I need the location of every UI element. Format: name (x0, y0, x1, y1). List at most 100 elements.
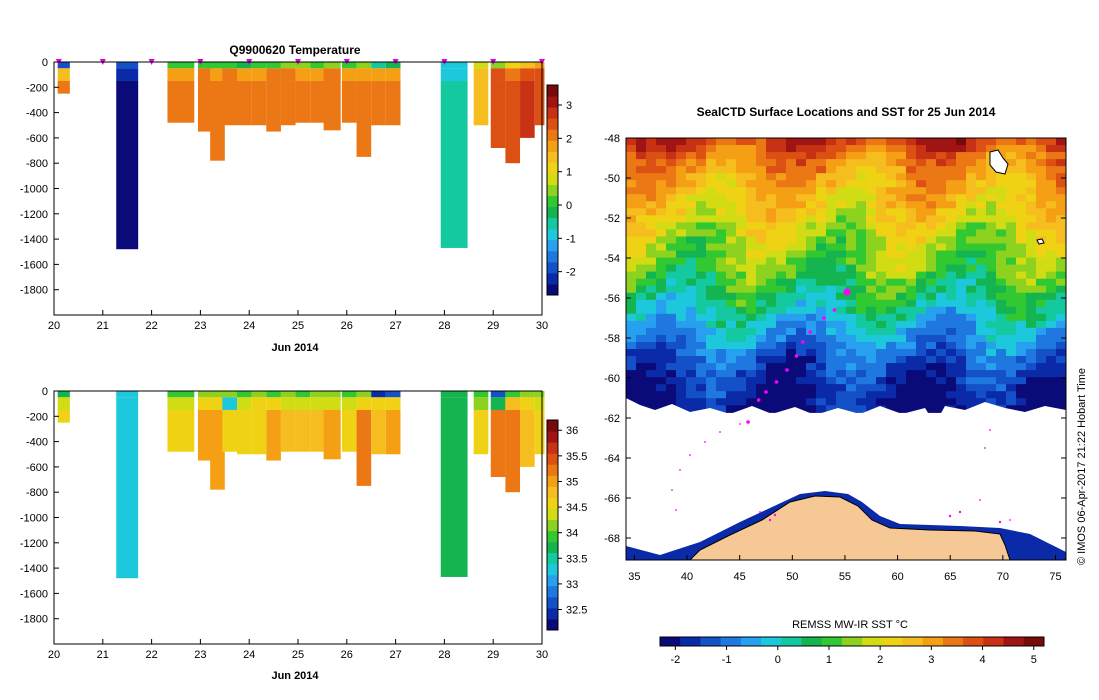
sst-pixel (856, 349, 867, 357)
sst-pixel (866, 391, 877, 399)
profile-column (371, 391, 386, 455)
sst-pixel (756, 384, 767, 392)
sst-pixel (1026, 363, 1037, 371)
sst-pixel (696, 334, 707, 343)
sst-pixel (876, 327, 887, 336)
sst-pixel (866, 405, 877, 413)
sst-pixel (706, 173, 717, 181)
sst-pixel (846, 215, 857, 223)
sst-pixel (826, 349, 837, 357)
profile-cell (57, 68, 70, 81)
x-tick-label: 24 (243, 320, 255, 332)
sst-pixel (1036, 327, 1047, 336)
sst-pixel (666, 384, 677, 392)
profile-column (341, 62, 357, 123)
profile-cell (310, 397, 325, 410)
sst-pixel (1006, 271, 1017, 280)
sst-pixel (766, 180, 777, 188)
sst-pixel (886, 306, 897, 315)
profile-column (167, 391, 195, 452)
profile-column (222, 391, 237, 452)
sst-pixel (656, 334, 667, 343)
sst-pixel (1056, 341, 1066, 350)
sst-pixel (726, 152, 737, 160)
sst-pixel (966, 229, 977, 238)
sst-pixel (1026, 236, 1037, 245)
sst-pixel (816, 257, 827, 266)
sst-pixel (716, 356, 727, 364)
sst-pixel (836, 299, 847, 308)
colorbar-tick-label: 33 (566, 579, 578, 591)
sst-pixel (986, 285, 997, 294)
sst-pixel (826, 229, 837, 238)
sst-pixel (1046, 320, 1057, 329)
profile-column (266, 62, 281, 132)
sst-pixel (1056, 313, 1066, 322)
sst-pixel (736, 370, 747, 378)
sst-pixel (966, 264, 977, 273)
colorbar-tick-label: 1 (826, 654, 832, 666)
sst-pixel (976, 363, 987, 371)
sst-pixel (996, 349, 1007, 357)
sst-pixel (896, 166, 907, 174)
sst-pixel (646, 384, 657, 392)
sst-pixel (916, 356, 927, 364)
sst-pixel (816, 313, 827, 322)
sst-pixel (906, 250, 917, 259)
sst-pixel (816, 405, 827, 413)
sst-pixel (916, 187, 927, 195)
sst-pixel (696, 152, 707, 160)
sst-pixel (766, 264, 777, 273)
x-tick-label: 27 (389, 320, 401, 332)
colorbar-swatch (547, 140, 558, 152)
y-tick-label: -1600 (20, 588, 48, 600)
sst-pixel (656, 173, 667, 181)
sst-pixel (966, 187, 977, 195)
sst-pixel (956, 173, 967, 181)
sst-pixel (866, 166, 877, 174)
sst-pixel (806, 166, 817, 174)
sst-pixel (866, 377, 877, 385)
profile-cell (222, 80, 237, 126)
sst-pixel (676, 236, 687, 245)
sst-pixel (986, 222, 997, 231)
sst-pixel (896, 370, 907, 378)
profile-cell (197, 409, 213, 461)
sst-pixel (1056, 292, 1066, 301)
sst-pixel (736, 306, 747, 315)
sst-pixel (676, 370, 687, 378)
sst-pixel (646, 222, 657, 231)
sst-pixel (866, 292, 877, 301)
sst-pixel (666, 264, 677, 273)
sst-pixel (816, 285, 827, 294)
sst-pixel (856, 341, 867, 350)
sst-pixel (866, 271, 877, 280)
sst-pixel (696, 187, 707, 195)
sst-pixel (856, 299, 867, 308)
sst-pixel (846, 341, 857, 350)
sst-pixel (666, 208, 677, 216)
sst-pixel (746, 377, 757, 385)
sst-pixel (646, 194, 657, 202)
sst-pixel (1036, 349, 1047, 357)
sst-pixel (636, 180, 647, 188)
sst-pixel (776, 250, 787, 259)
profile-cell (57, 80, 70, 94)
sst-pixel (686, 398, 697, 406)
colorbar-swatch (547, 228, 558, 241)
sst-pixel (766, 215, 777, 223)
sst-pixel (846, 327, 857, 336)
sst-pixel (906, 306, 917, 315)
colorbar-tick-label: 1 (566, 167, 572, 179)
sst-pixel (716, 370, 727, 378)
sst-pixel (896, 306, 907, 315)
sst-pixel (936, 356, 947, 364)
profile-column (197, 391, 213, 461)
sst-pixel (966, 152, 977, 160)
sst-pixel (936, 292, 947, 301)
sst-pixel (626, 384, 637, 392)
sst-pixel (896, 173, 907, 181)
sst-pixel (926, 250, 937, 259)
sst-pixel (676, 215, 687, 223)
sst-pixel (966, 145, 977, 153)
